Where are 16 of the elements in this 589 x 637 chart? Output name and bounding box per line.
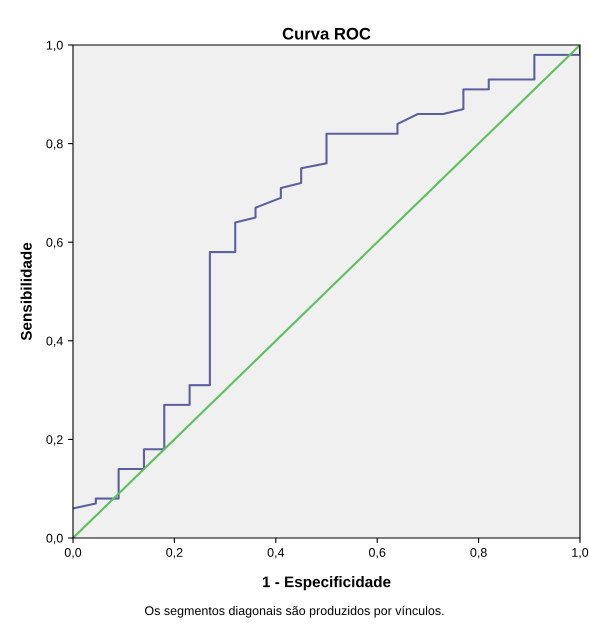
x-tick-label: 0,4 <box>268 548 284 558</box>
y-tick-label: 1,0 <box>46 40 63 52</box>
x-tick-label: 0,2 <box>166 548 182 558</box>
y-tick-label: 0,4 <box>46 336 63 347</box>
x-tick-label: 1,0 <box>572 548 588 558</box>
x-tick-label: 0,0 <box>64 548 82 558</box>
y-tick-label: 0,2 <box>46 435 63 446</box>
y-tick-label: 0,6 <box>46 238 63 248</box>
y-tick-label: 0,8 <box>46 139 63 150</box>
chart-title: Curva ROC <box>282 28 370 40</box>
x-axis-title: 1 - Especificidade <box>262 576 391 590</box>
x-tick-label: 0,8 <box>470 548 487 558</box>
y-axis-title: Sensibilidade <box>20 242 32 340</box>
y-tick-label: 0,0 <box>46 534 63 544</box>
x-tick-label: 0,6 <box>369 548 386 558</box>
text: Os segmentos diagonais são produzidos por vínculos. <box>145 606 444 618</box>
